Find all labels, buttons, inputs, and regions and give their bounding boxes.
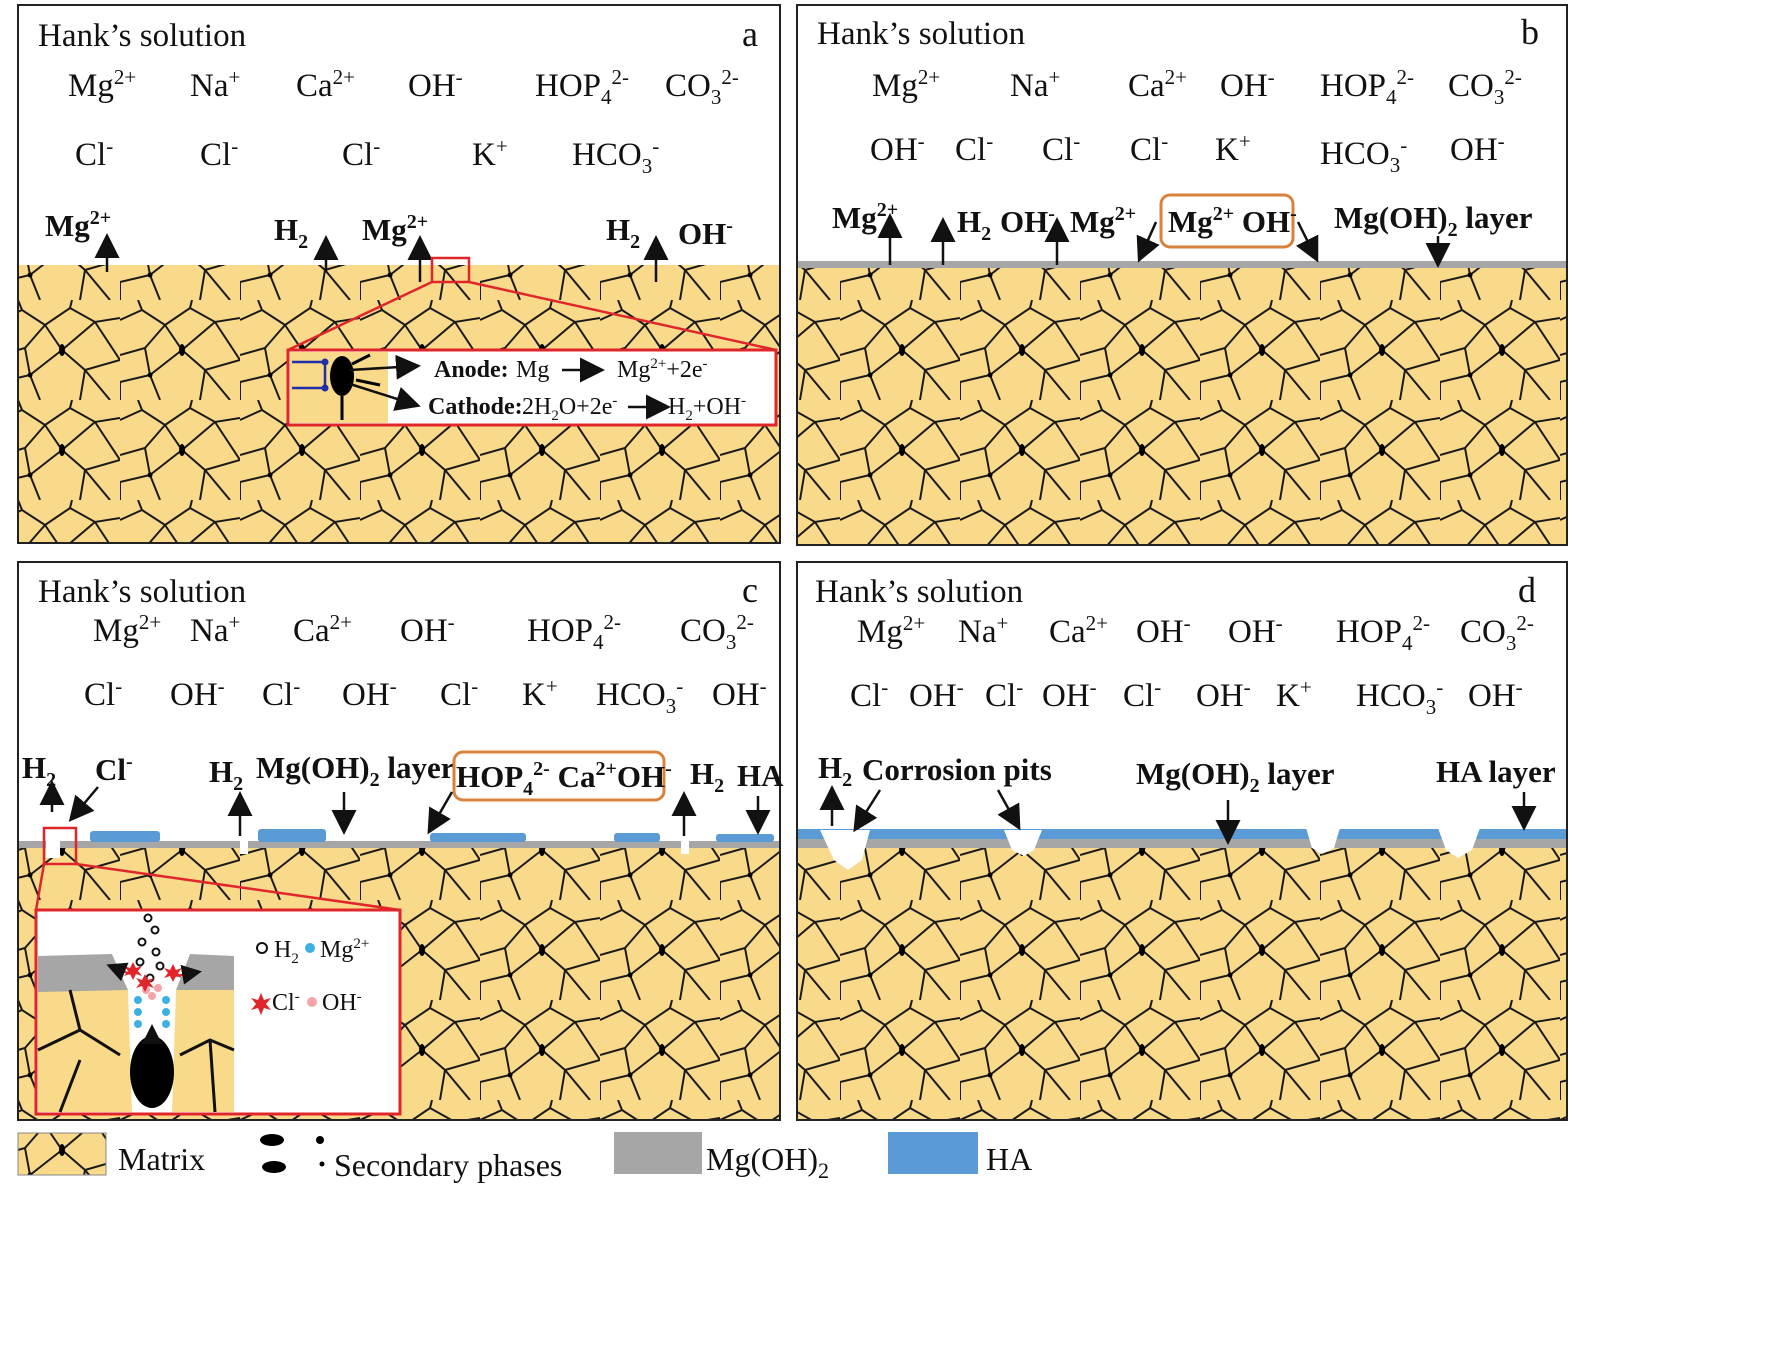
ha-patch [716,834,774,842]
ion: Na+ [958,611,1008,650]
ion: OH- [1468,675,1523,714]
corrosion-pit [1306,828,1340,854]
highlight-box [452,750,666,802]
legend-swatch-ha [888,1132,978,1174]
ion: OH- [1228,611,1283,650]
panel-b: Hank’s solution b Mg2+ Na+ Ca2+ OH- HOP4… [796,4,1568,546]
arrow [349,382,421,411]
solution-label: Hank’s solution [815,574,1023,610]
ion: Na+ [1010,65,1060,104]
panel-c: Hank’s solution c Mg2+ Na+ Ca2+ OH- HOP4… [17,561,784,1121]
pit [240,838,248,854]
ion: OH- [408,65,463,104]
legend-swatch-matrix [17,1132,107,1176]
ion: OH- [400,610,455,649]
legend-label: HA [986,1141,1032,1177]
callout: HOP42- Ca2+OH- [456,758,672,800]
solution-label: Hank’s solution [817,16,1025,52]
ha-patch [258,829,326,842]
matrix-region [798,268,1566,544]
ion: CO32- [665,65,739,109]
ion: OH- [1450,129,1505,168]
cathode-reactant: 2H2O+2e- [522,393,617,424]
ion: OH- [909,675,964,714]
solution-label: Hank’s solution [38,18,246,54]
panel-label: c [742,570,758,610]
mgoh2-layer [798,838,1566,848]
pit [681,838,689,854]
secondary-phase [330,356,354,396]
mgoh2-layer [19,841,779,848]
legend-swatch-mgoh2 [614,1132,702,1174]
callout: OH- [678,215,733,251]
anode-label: Anode: [434,357,509,383]
ion: K+ [1215,129,1251,168]
ha-layer [798,829,1566,839]
legend-label: Secondary phases [334,1147,562,1183]
cathode-product: H2+OH- [668,393,746,424]
corrosion-pit [1004,830,1042,856]
panel-a: Hank’s solution a Mg2+ Na+ Ca2+ OH- HOP4… [17,4,781,544]
callout: Mg(OH)2 layer [256,750,455,791]
ion: OH- [1136,611,1191,650]
zoom-box [430,256,471,284]
arrow [349,354,421,380]
zoom-line [287,280,433,352]
ion: OH- [870,129,925,168]
ion: Ca2+ [1049,611,1108,650]
pit-inset: H2 Mg2+ Cl- OH- [34,908,402,1116]
ion: OH- [712,674,767,713]
legend-swatch-secondary [260,1134,284,1146]
mgoh2-layer [798,261,1566,268]
ha-patch [430,833,526,842]
pit [46,838,60,858]
ion: OH- [1042,675,1097,714]
ion: Mg2+ [857,611,925,650]
zoom-box [42,826,78,866]
panel-d: Hank’s solution d Mg2+ Na+ Ca2+ OH- OH- … [796,561,1568,1121]
legend-label: Mg(OH)2 [706,1141,829,1183]
secondary-phase [130,1036,174,1108]
panel-label: a [742,14,758,54]
anode-reactant: Mg [516,357,549,383]
corrosion-pit [1438,828,1480,858]
ion: OH- [170,674,225,713]
legend-label: Matrix [118,1141,205,1177]
blue-outline [292,360,327,390]
ion: Mg2+ [93,610,161,649]
callout: Corrosion pits [862,752,1052,787]
ha-patch [90,831,160,842]
panel-label: b [1521,12,1539,52]
callout: HA [737,758,784,793]
panel-label: d [1518,570,1536,610]
ion: OH- [1196,675,1251,714]
cathode-label: Cathode: [428,394,523,420]
inset-legend-label: OH- [322,989,362,1016]
ion: HOP42- [527,610,621,654]
ion: OH- [1220,65,1275,104]
callout: OH- [1000,203,1055,239]
solution-label: Hank’s solution [38,574,246,610]
reaction-inset: Anode: Mg Mg2++2e- Cathode: 2H2O+2e- H2+… [286,348,778,427]
matrix-region [798,848,1566,1119]
ion: OH- [342,674,397,713]
inset-mgoh2 [38,954,128,992]
legend: Matrix Secondary phases Mg(OH)2 HA [17,1132,1032,1183]
zoom-line [468,280,777,352]
callout: Mg(OH)2 layer [1136,756,1335,797]
ha-patch [614,833,660,842]
highlight-box [1159,193,1295,249]
callout: HA layer [1436,754,1556,789]
callout: Mg(OH)2 layer [1334,200,1533,241]
corrosion-pit [820,830,870,870]
